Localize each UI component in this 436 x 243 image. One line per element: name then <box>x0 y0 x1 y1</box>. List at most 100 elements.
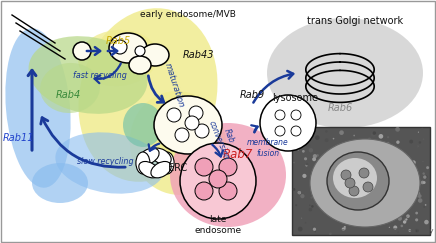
Circle shape <box>397 202 402 207</box>
Circle shape <box>415 212 418 214</box>
Text: maturation: maturation <box>163 61 185 108</box>
Circle shape <box>309 148 313 153</box>
Ellipse shape <box>109 33 147 63</box>
Circle shape <box>342 182 345 185</box>
Circle shape <box>421 128 423 130</box>
Ellipse shape <box>130 91 226 195</box>
Circle shape <box>426 166 429 169</box>
Ellipse shape <box>40 63 100 113</box>
Circle shape <box>321 173 324 175</box>
Circle shape <box>325 138 328 142</box>
Circle shape <box>387 142 389 145</box>
Text: fast recycling: fast recycling <box>73 70 127 79</box>
Circle shape <box>320 184 324 188</box>
Circle shape <box>293 162 295 163</box>
Text: Current Opinion in Cell Biology: Current Opinion in Cell Biology <box>326 228 434 234</box>
Circle shape <box>298 227 303 231</box>
Circle shape <box>354 153 357 155</box>
Circle shape <box>400 194 403 198</box>
Ellipse shape <box>78 30 158 86</box>
Circle shape <box>345 178 355 188</box>
Circle shape <box>368 199 369 200</box>
Circle shape <box>364 145 369 149</box>
Circle shape <box>361 147 364 149</box>
Circle shape <box>300 194 304 198</box>
Circle shape <box>406 216 408 217</box>
Circle shape <box>113 40 127 54</box>
Circle shape <box>409 180 414 184</box>
Circle shape <box>401 157 402 159</box>
Circle shape <box>293 188 296 191</box>
Text: Rab6: Rab6 <box>327 103 353 113</box>
Circle shape <box>295 204 297 206</box>
Circle shape <box>415 218 418 221</box>
Circle shape <box>400 177 403 180</box>
Circle shape <box>333 183 337 187</box>
Circle shape <box>333 206 337 209</box>
Circle shape <box>399 209 402 212</box>
Circle shape <box>359 183 360 184</box>
Circle shape <box>396 166 398 167</box>
Circle shape <box>314 189 317 191</box>
Circle shape <box>417 146 419 147</box>
Circle shape <box>371 207 376 211</box>
Circle shape <box>398 232 399 233</box>
Circle shape <box>302 150 305 153</box>
Circle shape <box>345 149 349 153</box>
Circle shape <box>351 179 353 181</box>
Circle shape <box>344 216 348 220</box>
Circle shape <box>402 206 404 208</box>
Circle shape <box>341 189 343 191</box>
Circle shape <box>297 191 301 194</box>
Circle shape <box>361 148 364 152</box>
Ellipse shape <box>151 148 171 165</box>
Circle shape <box>195 124 209 138</box>
Ellipse shape <box>129 56 151 74</box>
Circle shape <box>417 192 420 195</box>
Circle shape <box>300 141 302 143</box>
Circle shape <box>301 218 302 219</box>
Circle shape <box>189 106 203 120</box>
Circle shape <box>404 168 406 171</box>
Circle shape <box>195 182 213 200</box>
Circle shape <box>209 170 227 188</box>
Circle shape <box>291 110 301 120</box>
Circle shape <box>319 183 320 184</box>
Circle shape <box>299 128 302 131</box>
Circle shape <box>321 201 325 205</box>
Circle shape <box>342 153 344 156</box>
Text: Rab11: Rab11 <box>2 133 34 143</box>
Ellipse shape <box>5 28 71 188</box>
Circle shape <box>327 179 331 183</box>
Circle shape <box>311 180 315 183</box>
Ellipse shape <box>333 158 377 198</box>
Circle shape <box>333 138 334 139</box>
Circle shape <box>311 205 313 208</box>
Circle shape <box>302 174 307 178</box>
Circle shape <box>324 185 326 187</box>
Circle shape <box>297 140 300 142</box>
Circle shape <box>313 154 317 158</box>
Circle shape <box>298 191 301 194</box>
Circle shape <box>341 170 351 180</box>
Circle shape <box>350 171 351 172</box>
Circle shape <box>328 170 332 174</box>
Circle shape <box>336 162 338 163</box>
Circle shape <box>344 226 346 228</box>
Circle shape <box>417 183 421 186</box>
Circle shape <box>339 130 344 135</box>
Text: Rab5: Rab5 <box>106 36 131 46</box>
Circle shape <box>385 146 388 149</box>
Circle shape <box>304 157 307 160</box>
Ellipse shape <box>160 152 174 174</box>
Circle shape <box>364 167 369 172</box>
Circle shape <box>354 167 356 169</box>
Circle shape <box>167 108 181 122</box>
Text: Rab7: Rab7 <box>223 148 253 162</box>
Circle shape <box>363 182 373 192</box>
Ellipse shape <box>310 139 420 227</box>
Circle shape <box>291 127 295 130</box>
Circle shape <box>353 135 355 136</box>
Circle shape <box>401 225 403 227</box>
Circle shape <box>419 141 421 144</box>
